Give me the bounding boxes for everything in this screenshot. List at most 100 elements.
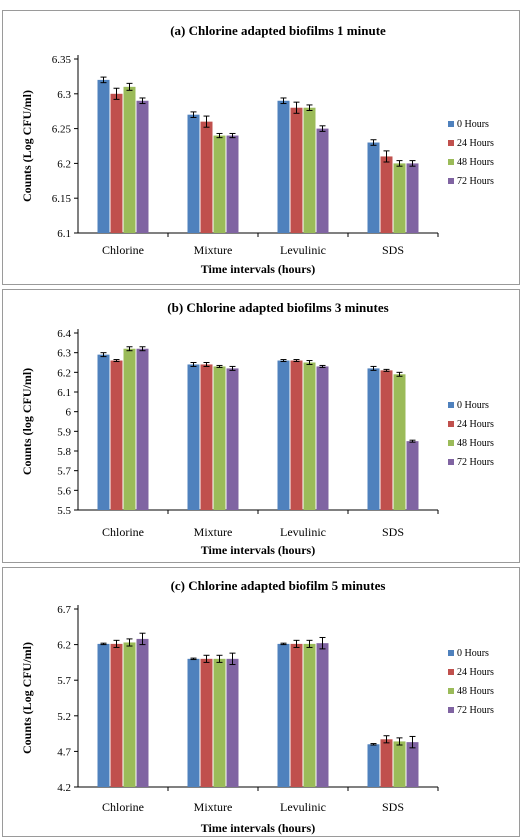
y-tick-label: 6 [66,407,72,419]
y-axis-label: Counts (log CFU/ml) [20,368,34,475]
bar [136,638,149,787]
bar [226,368,239,510]
x-axis-label: Time intervals (hours) [201,262,315,276]
bar [200,658,213,787]
bar [213,658,226,787]
legend-swatch [448,669,454,675]
legend-swatch [448,178,454,184]
bar [380,370,393,510]
bar [277,643,290,787]
bar [110,643,123,787]
legend-swatch [448,121,454,127]
y-tick-label: 6.3 [57,348,71,360]
y-tick-label: 5.9 [57,426,71,438]
x-tick-label: SDS [382,243,404,257]
x-tick-label: Levulinic [280,243,326,257]
y-tick-label: 5.7 [57,466,71,478]
bar [136,100,149,233]
x-tick-label: Chlorine [102,800,144,814]
legend-label: 0 Hours [457,400,489,411]
bar [290,360,303,510]
bar [200,121,213,233]
bar [393,374,406,510]
legend-label: 48 Hours [457,157,494,168]
bar [393,741,406,787]
bar [406,163,419,233]
bar [380,156,393,233]
bar [393,163,406,233]
legend-swatch [448,402,454,408]
chart-title-a: (a) Chlorine adapted biofilms 1 minute [170,23,386,38]
y-tick-label: 6.1 [57,387,71,399]
x-tick-label: Levulinic [280,525,326,539]
bar [97,354,110,510]
y-tick-label: 4.2 [57,782,71,794]
bar [123,348,136,510]
y-tick-label: 6.3 [57,89,71,101]
legend-label: 48 Hours [457,438,494,449]
y-tick-label: 6.2 [57,158,71,170]
legend-swatch [448,159,454,165]
bar [277,100,290,233]
y-tick-label: 5.5 [57,505,71,517]
bar [367,142,380,233]
legend-swatch [448,140,454,146]
legend-label: 48 Hours [457,686,494,697]
bar [97,643,110,787]
y-tick-label: 5.8 [57,446,71,458]
y-tick-label: 5.7 [57,675,71,687]
legend-swatch [448,421,454,427]
legend-swatch [448,650,454,656]
bar [187,658,200,787]
legend-swatch [448,459,454,465]
x-axis-label: Time intervals (hours) [201,821,315,835]
x-tick-label: SDS [382,525,404,539]
y-tick-label: 5.6 [57,485,71,497]
y-tick-label: 6.1 [57,228,71,240]
bar [380,739,393,787]
legend-swatch [448,688,454,694]
bar [367,368,380,510]
bar [213,366,226,510]
bar [406,742,419,787]
y-tick-label: 6.35 [52,54,72,66]
bar [110,360,123,510]
bar [316,366,329,510]
bar [136,348,149,510]
y-tick-label: 6.15 [52,193,72,205]
bar [123,86,136,233]
y-axis-label: Counts (Log CFU/ml) [20,642,34,754]
legend-label: 24 Hours [457,138,494,149]
x-axis-label: Time intervals (hours) [201,543,315,557]
bar [97,79,110,233]
bar [277,360,290,510]
chart-panel-a: (a) Chlorine adapted biofilms 1 minute 6.… [2,10,520,285]
chart-panel-b: (b) Chlorine adapted biofilms 3 minutes 5… [2,289,520,563]
y-tick-label: 6.25 [52,124,72,136]
bar [110,93,123,233]
chart-c: (c) Chlorine adapted biofilm 5 minutes 4.… [20,578,494,835]
bar [226,135,239,233]
bar [316,643,329,787]
bar [213,135,226,233]
chart-panel-c: (c) Chlorine adapted biofilm 5 minutes 4.… [2,567,520,837]
legend-swatch [448,707,454,713]
bar [303,362,316,510]
y-tick-label: 4.7 [57,746,71,758]
bar [187,114,200,233]
bar [226,658,239,787]
y-tick-label: 6.2 [57,640,71,652]
chart-a: (a) Chlorine adapted biofilms 1 minute 6.… [20,23,494,276]
x-tick-label: SDS [382,800,404,814]
bar [290,643,303,787]
legend-label: 24 Hours [457,667,494,678]
bar [303,107,316,233]
y-tick-label: 5.2 [57,711,71,723]
legend-swatch [448,440,454,446]
y-tick-label: 6.4 [57,328,71,340]
legend-label: 72 Hours [457,457,494,468]
bar [187,364,200,510]
y-tick-label: 6.2 [57,367,71,379]
y-tick-label: 6.7 [57,604,71,616]
x-tick-label: Mixture [194,525,233,539]
